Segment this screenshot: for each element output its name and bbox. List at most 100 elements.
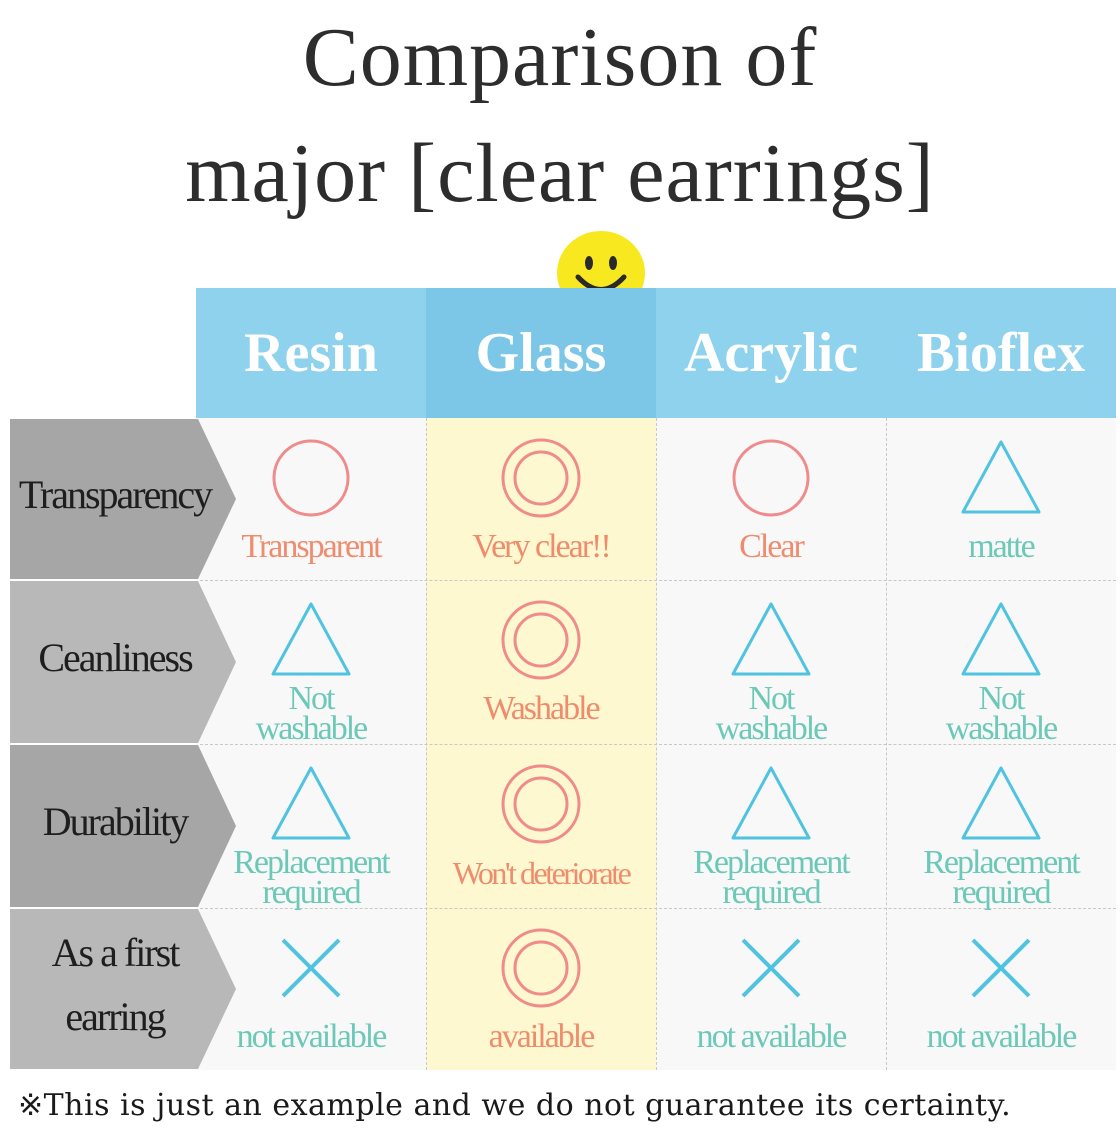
row-label-line: As a first (51, 930, 181, 975)
rating-cell: Transparent (196, 436, 426, 565)
rating-cell: Won't deteriorate (426, 762, 656, 891)
rating-text-line: Replacement (693, 844, 850, 881)
triangle-icon (271, 602, 351, 676)
rating-text-line: Washable (483, 690, 600, 727)
title-line-1: Comparison of (302, 11, 818, 104)
column-header-resin: Resin (196, 288, 426, 418)
rating-text: Won't deteriorate (452, 855, 632, 891)
triangle-icon (961, 766, 1041, 840)
rating-text: Not washable (255, 680, 369, 747)
row-label: Durability (0, 787, 230, 857)
rating-cell: Not washable (656, 598, 886, 747)
row-label-arrow (10, 581, 236, 743)
rating-cell: Replacement required (886, 762, 1116, 911)
row-label: As a first earring (0, 921, 230, 1049)
rating-cell: Not washable (196, 598, 426, 747)
rating-text: Replacement required (693, 844, 850, 911)
double-circle-icon (501, 438, 581, 518)
circle-icon (732, 439, 810, 517)
column-header-acrylic: Acrylic (656, 288, 886, 418)
rating-cell: not available (886, 926, 1116, 1055)
rating-text-line: not available (696, 1018, 848, 1055)
row-label: Ceanliness (0, 623, 230, 693)
row-label-arrow (10, 909, 236, 1069)
rating-text-line: available (488, 1018, 596, 1055)
double-circle-icon (501, 928, 581, 1008)
rating-text: available (488, 1018, 596, 1055)
row-label-line: Transparency (18, 472, 213, 517)
double-circle-icon (501, 764, 581, 844)
rating-text-line: Not (748, 680, 795, 717)
rating-text: Replacement required (233, 844, 390, 911)
rating-text: Replacement required (923, 844, 1080, 911)
rating-text: not available (236, 1018, 388, 1055)
rating-cell: Very clear!! (426, 436, 656, 565)
rating-text: Not washable (945, 680, 1059, 747)
column-header-glass: Glass (426, 288, 656, 418)
rating-cell: matte (886, 436, 1116, 565)
rating-text-line: Clear (739, 528, 805, 565)
rating-text-line: Not (288, 680, 335, 717)
rating-text: Not washable (715, 680, 829, 747)
cross-icon (971, 938, 1031, 998)
double-circle-icon (501, 600, 581, 680)
rating-text-line: not available (236, 1018, 388, 1055)
grid-line (200, 744, 1116, 745)
rating-cell: Replacement required (656, 762, 886, 911)
rating-cell: Not washable (886, 598, 1116, 747)
circle-icon (272, 439, 350, 517)
rating-cell: Replacement required (196, 762, 426, 911)
comparison-table: Transparency Transparent Very clear!! Clear… (0, 418, 1120, 1070)
triangle-icon (961, 440, 1041, 514)
rating-text-line: washable (945, 710, 1059, 747)
row-label-arrow (10, 745, 236, 907)
triangle-icon (961, 602, 1041, 676)
rating-cell: available (426, 926, 656, 1055)
cross-icon (741, 938, 801, 998)
title-line-2: major [clear earrings] (185, 127, 935, 220)
row-label-shape (10, 745, 236, 907)
rating-text: not available (926, 1018, 1078, 1055)
grid-line (200, 580, 1116, 581)
rating-text-line: Transparent (241, 528, 382, 565)
rating-text: not available (696, 1018, 848, 1055)
row-label-shape (10, 419, 236, 579)
rating-text-line: Replacement (923, 844, 1080, 881)
triangle-icon (731, 602, 811, 676)
rating-text-line: Replacement (233, 844, 390, 881)
rating-cell: not available (656, 926, 886, 1055)
cross-icon (281, 938, 341, 998)
rating-text-line: matte (968, 528, 1036, 565)
rating-text: matte (968, 528, 1036, 565)
row-label-line: Ceanliness (38, 635, 193, 680)
rating-text: Washable (483, 690, 600, 727)
triangle-icon (271, 766, 351, 840)
rating-text-line: washable (715, 710, 829, 747)
grid-line (200, 908, 1116, 909)
row-label: Transparency (0, 460, 230, 530)
rating-cell: Clear (656, 436, 886, 565)
footnote: ※This is just an example and we do not g… (18, 1088, 1012, 1123)
rating-text: Very clear!! (472, 528, 611, 565)
rating-text-line: Won't deteriorate (452, 855, 632, 891)
rating-cell: not available (196, 926, 426, 1055)
rating-text: Clear (739, 528, 805, 565)
row-label-shape (10, 909, 236, 1069)
row-label-arrow (10, 419, 236, 579)
triangle-icon (731, 766, 811, 840)
row-label-line: earring (65, 994, 166, 1039)
rating-text-line: Not (978, 680, 1025, 717)
rating-text-line: required (952, 874, 1051, 911)
row-label-shape (10, 581, 236, 743)
rating-text-line: not available (926, 1018, 1078, 1055)
page-title: Comparison of major [clear earrings] (0, 0, 1120, 220)
rating-text: Transparent (241, 528, 382, 565)
column-header-bioflex: Bioflex (886, 288, 1116, 418)
row-label-line: Durability (42, 799, 189, 844)
rating-cell: Washable (426, 598, 656, 727)
rating-text-line: required (722, 874, 821, 911)
rating-text-line: Very clear!! (472, 528, 611, 565)
column-header-row: Resin Glass Acrylic Bioflex (196, 288, 1116, 418)
rating-text-line: required (262, 874, 361, 911)
rating-text-line: washable (255, 710, 369, 747)
